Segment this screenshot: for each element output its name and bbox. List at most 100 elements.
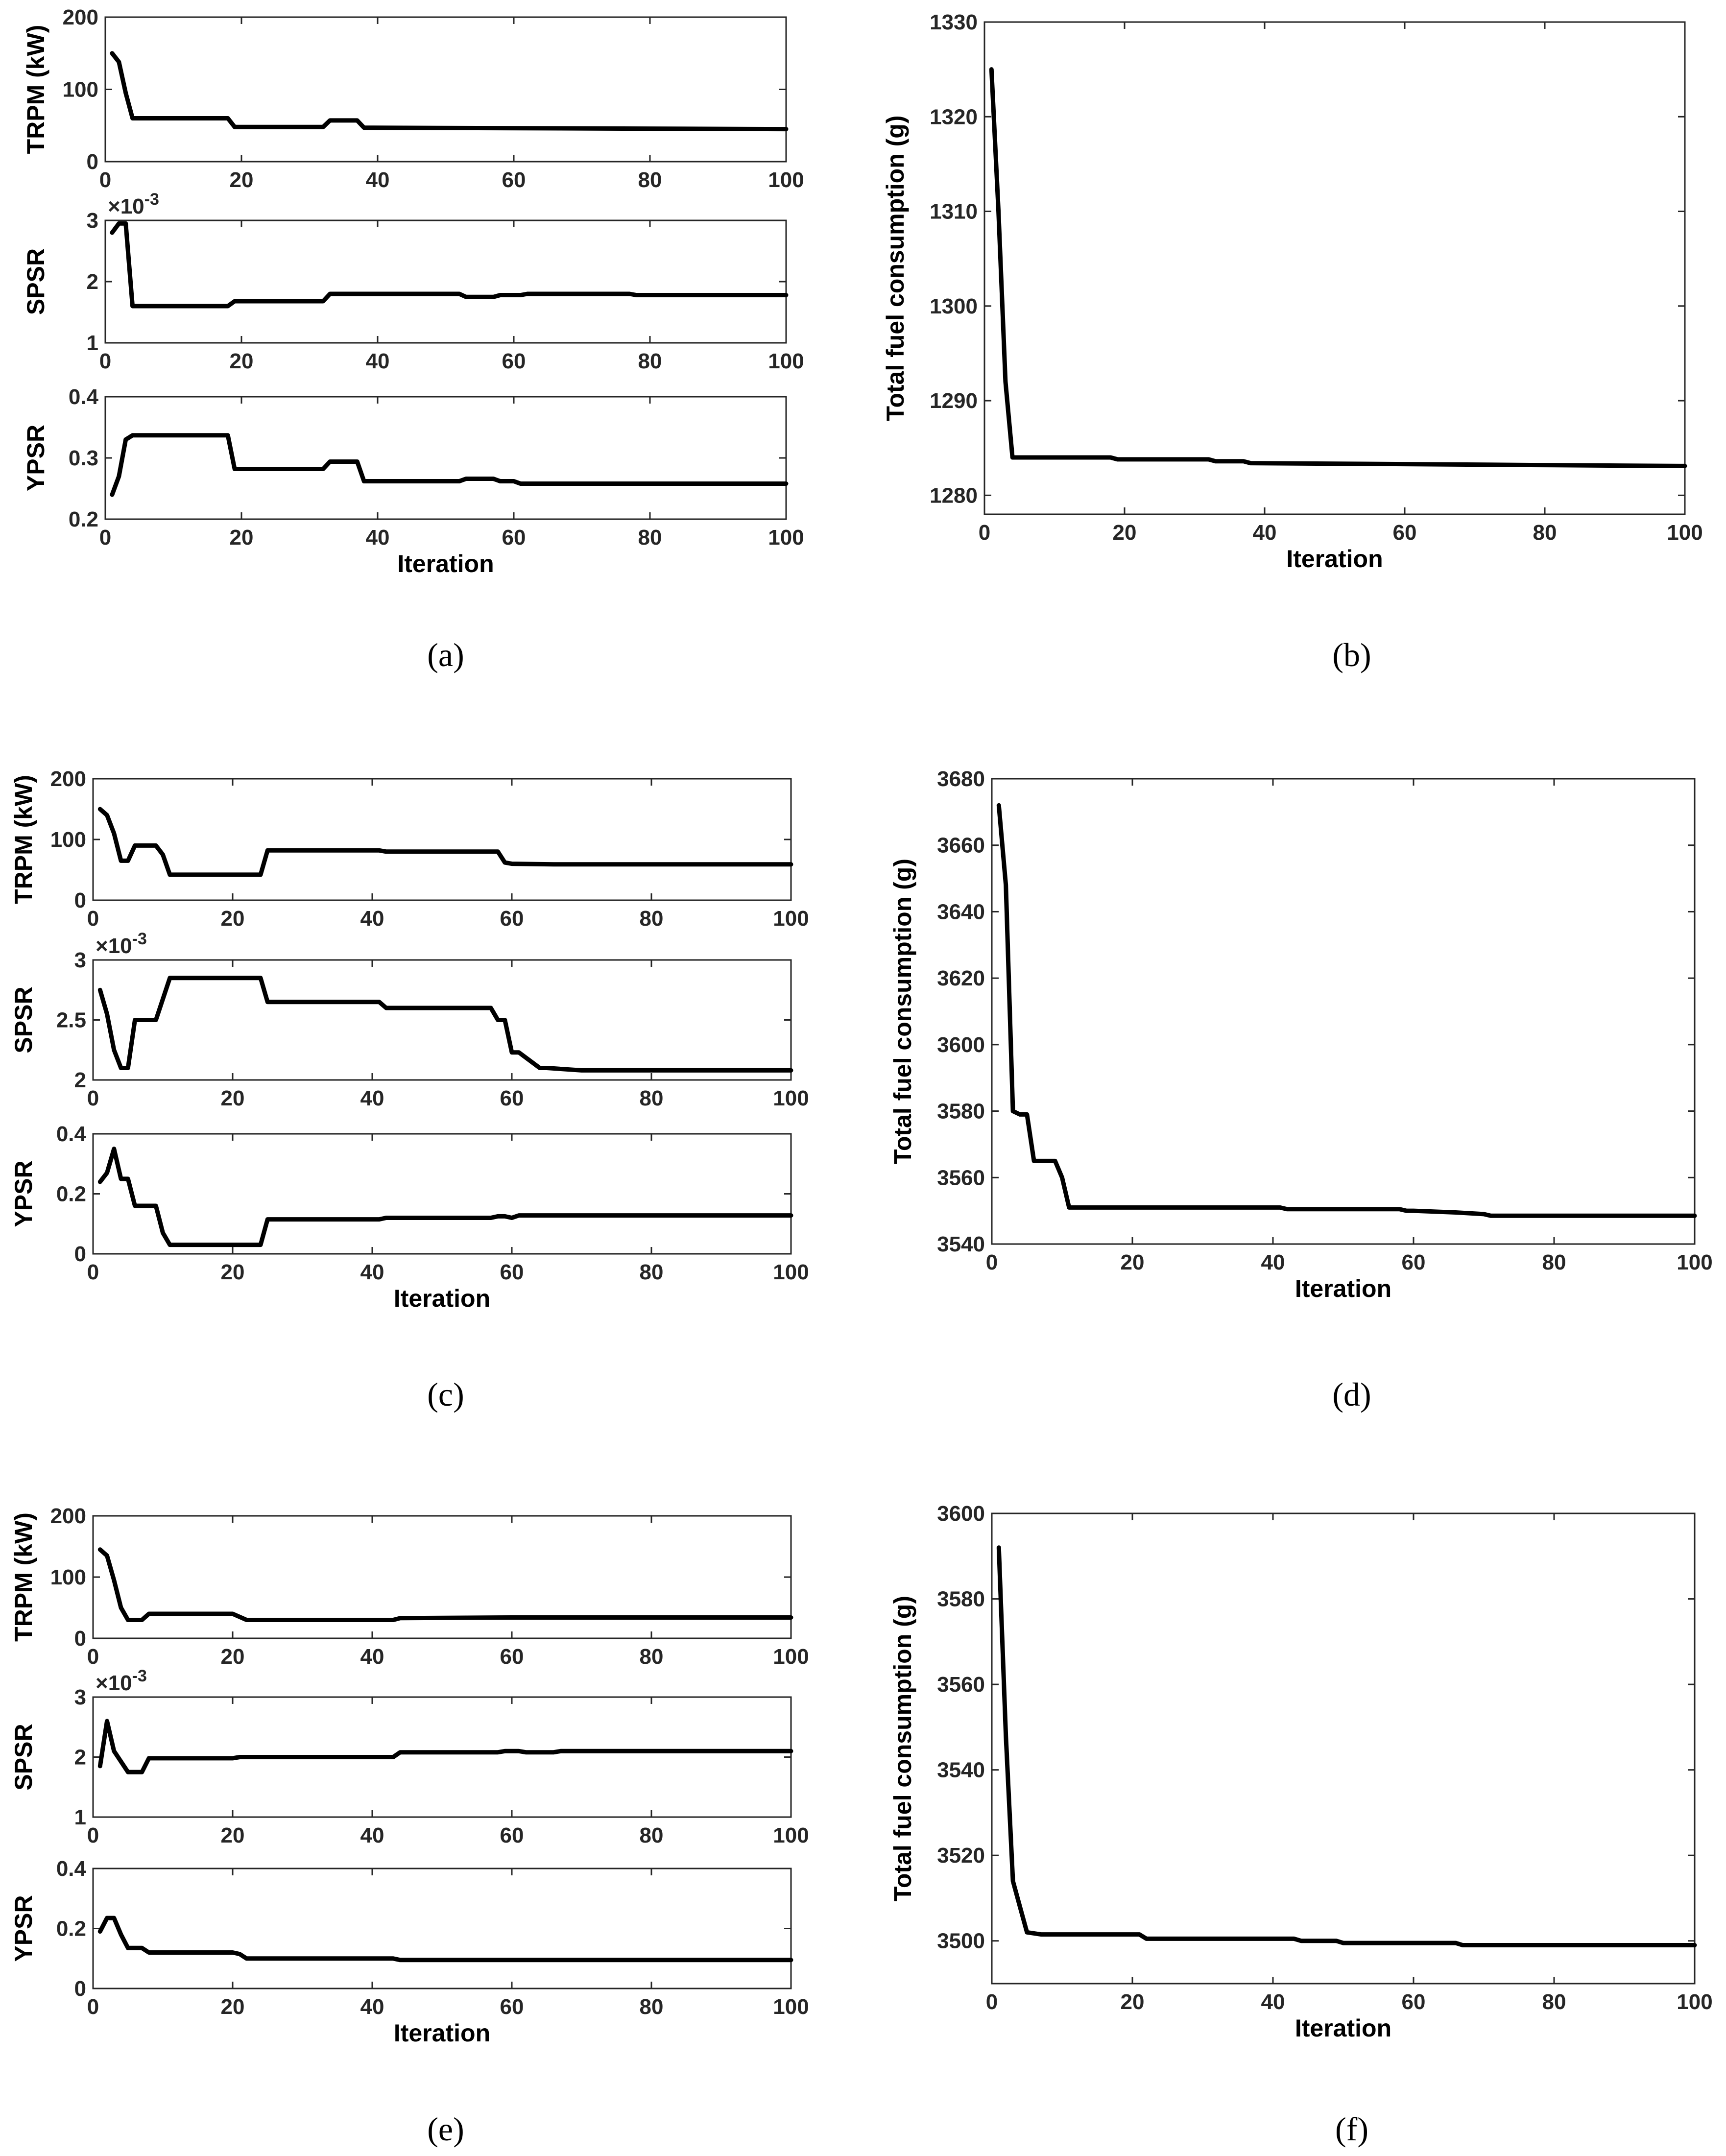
y-axis-label: TRPM (kW) <box>10 1512 37 1642</box>
y-tick-label: 3660 <box>937 834 985 858</box>
y-tick-label: 3540 <box>937 1232 985 1256</box>
y-axis-label: SPSR <box>22 248 49 315</box>
x-tick-label: 80 <box>638 526 662 550</box>
chart-a-trpm: 0 20 40 60 80 100 0 100 200 TRPM (kW) <box>22 5 804 192</box>
x-tick-label: 60 <box>500 1823 524 1847</box>
x-tick-label: 100 <box>773 907 809 931</box>
y-tick-label: 0.2 <box>56 1182 86 1206</box>
x-tick-label: 20 <box>221 1260 245 1284</box>
x-tick-label: 40 <box>360 1260 384 1284</box>
series-line <box>110 433 789 497</box>
x-tick-label: 0 <box>99 526 111 550</box>
x-tick-label: 80 <box>1542 1250 1566 1274</box>
x-tick-label: 60 <box>1402 1250 1426 1274</box>
x-axis-label: Iteration <box>394 1285 490 1312</box>
y-axis-label: TRPM (kW) <box>10 775 37 904</box>
panel-caption-c: (c) <box>427 1376 464 1413</box>
chart-e-trpm: 0 20 40 60 80 100 0 100 200 TRPM (kW) <box>10 1504 809 1669</box>
y-axis-label: SPSR <box>10 986 37 1053</box>
x-tick-label: 80 <box>1533 521 1557 545</box>
x-axis-label: Iteration <box>394 2019 490 2047</box>
y-tick-label: 3520 <box>937 1844 985 1868</box>
x-tick-label: 20 <box>230 526 254 550</box>
chart-d-fuel: 0 20 40 60 80 100 3540 3560 3580 3600 3620 3640 3660… <box>889 767 1713 1302</box>
chart-e-spsr: 0 20 40 60 80 100 1 2 3 ×10-3 SPSR <box>10 1667 809 1847</box>
y-tick-label: 3 <box>74 1685 86 1709</box>
x-tick-label: 40 <box>360 1086 384 1110</box>
y-tick-label: 200 <box>50 1504 86 1528</box>
x-axis-label: Iteration <box>1295 2014 1391 2042</box>
x-tick-label: 40 <box>360 907 384 931</box>
y-exponent-value: -3 <box>132 1667 147 1685</box>
y-tick-label: 3560 <box>937 1166 985 1190</box>
y-tick-label: 1320 <box>930 105 978 129</box>
y-tick-label: 3600 <box>937 1502 985 1526</box>
x-tick-label: 80 <box>640 1260 664 1284</box>
y-tick-label: 3 <box>74 948 86 972</box>
series-line <box>97 976 793 1073</box>
x-tick-label: 0 <box>87 1260 99 1284</box>
x-axis-label: Iteration <box>1295 1275 1391 1302</box>
x-tick-label: 100 <box>773 1823 809 1847</box>
x-tick-label: 0 <box>87 1086 99 1110</box>
axes-frame <box>991 1512 1696 1985</box>
y-axis-label: Total fuel consumption (g) <box>882 116 909 421</box>
x-tick-label: 100 <box>768 168 804 192</box>
x-tick-label: 80 <box>640 907 664 931</box>
x-tick-label: 20 <box>221 1645 245 1669</box>
x-tick-label: 20 <box>230 168 254 192</box>
x-tick-label: 20 <box>221 1823 245 1847</box>
y-exponent-label: ×10-3 <box>96 930 147 958</box>
y-tick-label: 1290 <box>930 389 978 413</box>
x-tick-label: 100 <box>773 1645 809 1669</box>
y-tick-label: 1310 <box>930 200 978 224</box>
x-tick-label: 0 <box>87 1823 99 1847</box>
x-tick-label: 20 <box>221 1086 245 1110</box>
x-tick-label: 20 <box>1113 521 1137 545</box>
x-tick-label: 0 <box>986 1990 998 2014</box>
x-tick-label: 60 <box>500 1086 524 1110</box>
y-tick-label: 0.3 <box>69 446 98 470</box>
y-tick-label: 100 <box>63 78 98 102</box>
y-tick-label: 0 <box>74 888 86 912</box>
y-tick-label: 0.4 <box>69 385 99 409</box>
axes-frame <box>104 219 787 344</box>
axes-frame <box>92 778 792 901</box>
x-tick-label: 20 <box>221 1995 245 2019</box>
chart-a-spsr: 0 20 40 60 80 100 1 2 3 ×10-3 SPSR <box>22 190 804 373</box>
x-tick-label: 100 <box>773 1995 809 2019</box>
x-tick-label: 0 <box>99 168 111 192</box>
y-tick-label: 0 <box>74 1242 86 1266</box>
x-tick-label: 100 <box>768 349 804 373</box>
y-tick-label: 3500 <box>937 1929 985 1953</box>
panel-caption-f: (f) <box>1335 2110 1368 2148</box>
series-line <box>97 1916 793 1963</box>
x-tick-label: 40 <box>366 526 390 550</box>
x-tick-label: 60 <box>1402 1990 1426 2014</box>
x-tick-label: 60 <box>500 907 524 931</box>
axes-frame <box>104 16 787 163</box>
y-tick-label: 0 <box>87 150 98 174</box>
x-tick-label: 80 <box>640 1995 664 2019</box>
panel-caption-d: (d) <box>1332 1376 1371 1413</box>
y-tick-label: 2 <box>74 1746 86 1770</box>
x-tick-label: 80 <box>1542 1990 1566 2014</box>
y-tick-label: 3640 <box>937 900 985 924</box>
x-tick-label: 60 <box>500 1260 524 1284</box>
y-tick-label: 200 <box>50 767 86 791</box>
x-tick-label: 0 <box>99 349 111 373</box>
series-line <box>110 221 789 309</box>
y-tick-label: 3 <box>87 209 98 233</box>
chart-b-fuel: 0 20 40 60 80 100 1280 1290 1300 1310 1320 1330 Tota… <box>882 10 1703 573</box>
chart-f-fuel: 0 20 40 60 80 100 3500 3520 3540 3560 3580 3600 Tota… <box>889 1502 1713 2042</box>
y-axis-label: YPSR <box>10 1160 37 1227</box>
x-tick-label: 100 <box>773 1260 809 1284</box>
x-tick-label: 0 <box>87 907 99 931</box>
series-line <box>97 1147 793 1247</box>
chart-c-spsr: 0 20 40 60 80 100 2 2.5 3 ×10-3 SPSR <box>10 930 809 1110</box>
y-tick-label: 3580 <box>937 1100 985 1124</box>
x-tick-label: 100 <box>773 1086 809 1110</box>
y-exponent-value: -3 <box>144 190 159 209</box>
y-axis-label: SPSR <box>10 1724 37 1790</box>
